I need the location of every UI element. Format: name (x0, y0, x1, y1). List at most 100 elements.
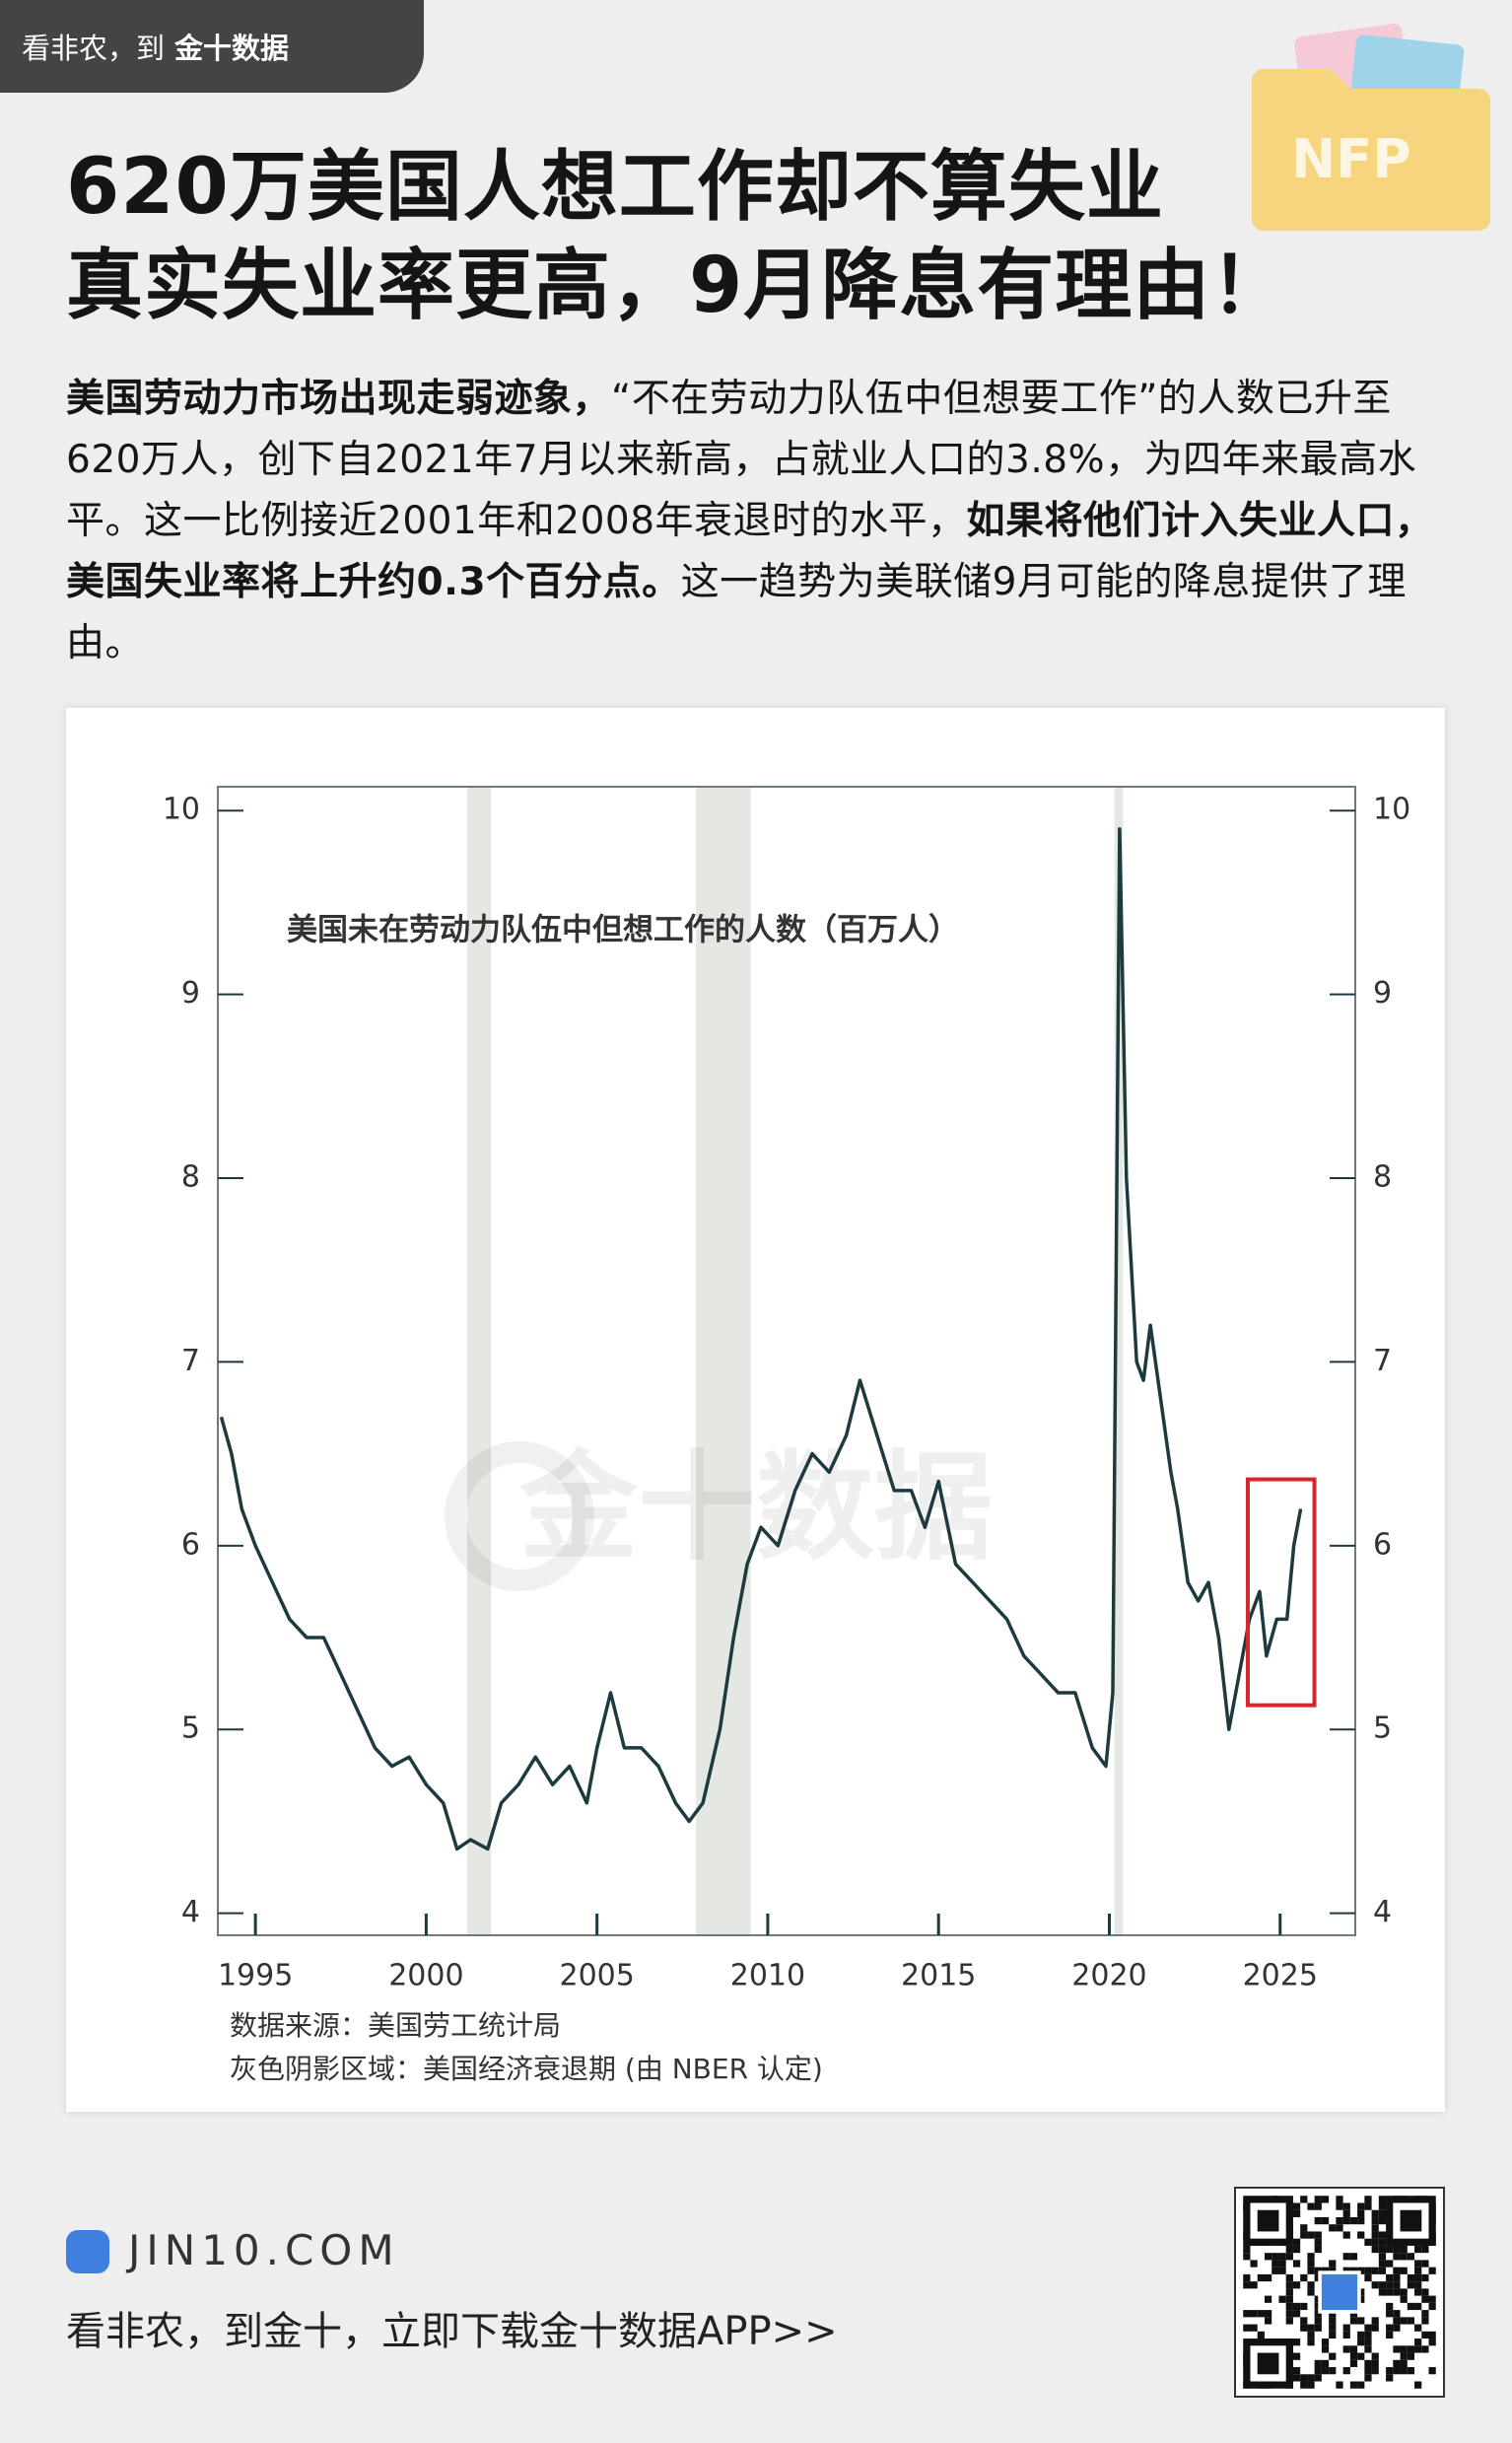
qr-cell (1386, 2331, 1394, 2339)
qr-cell (1285, 2310, 1293, 2318)
qr-cell (1278, 2267, 1286, 2274)
title: 620万美国人想工作却不算失业 真实失业率更高，9月降息有理由！ (66, 138, 1288, 335)
qr-cell (1292, 2367, 1301, 2375)
qr-cell (1414, 2245, 1422, 2254)
chart: 美国未在劳动力队伍中但想工作的人数（百万人） 数据来源：美国劳工统计局 灰色阴影… (163, 786, 1410, 2085)
qr-cell (1378, 2216, 1387, 2225)
qr-cell (1285, 2253, 1293, 2261)
qr-cell (1307, 2281, 1315, 2289)
qr-cell (1285, 2245, 1293, 2254)
qr-cell (1400, 2359, 1408, 2368)
qr-cell (1393, 2288, 1401, 2296)
qr-cell (1257, 2273, 1265, 2282)
folder-icon: NFP (1252, 23, 1490, 231)
qr-cell (1257, 2331, 1265, 2339)
qr-cell (1307, 2331, 1315, 2339)
qr-cell (1321, 2196, 1330, 2203)
qr-cell (1414, 2281, 1422, 2289)
qr-cell (1364, 2345, 1372, 2353)
qr-cell (1414, 2273, 1422, 2282)
qr-cell (1329, 2352, 1337, 2360)
source-note: 数据来源：美国劳工统计局 (230, 2009, 561, 2042)
chart-card: 美国未在劳动力队伍中但想工作的人数（百万人） 数据来源：美国劳工统计局 灰色阴影… (66, 708, 1445, 2112)
qr-cell (1371, 2209, 1379, 2217)
intro-text: 美国劳动力市场出现走弱迹象， (66, 377, 612, 421)
qr-cell (1329, 2331, 1337, 2339)
qr-cell (1364, 2359, 1372, 2368)
qr-cell (1342, 2367, 1350, 2375)
qr-cell (1371, 2267, 1379, 2274)
qr-cell (1336, 2202, 1343, 2210)
qr-cell (1300, 2374, 1308, 2382)
qr-cell (1257, 2209, 1279, 2232)
qr-cell (1357, 2381, 1365, 2389)
qr-cell (1378, 2288, 1387, 2296)
qr-cell (1285, 2281, 1293, 2289)
qr-cell (1378, 2245, 1387, 2254)
qr-cell (1307, 2381, 1315, 2389)
intro-text: 如果将他们计入失业人口，美国失业率将上升约0.3个百分点。 (66, 499, 1434, 604)
qr-cell (1400, 2352, 1408, 2360)
qr-cell (1321, 2367, 1330, 2375)
qr-cell (1414, 2345, 1422, 2353)
qr-cell (1407, 2302, 1415, 2311)
x-tick-label: 2000 (388, 1959, 463, 1993)
qr-cell (1314, 2231, 1322, 2239)
qr-cell (1428, 2367, 1436, 2375)
y-tick-label: 7 (181, 1344, 200, 1378)
qr-cell (1264, 2295, 1272, 2303)
qr-cell (1364, 2196, 1372, 2203)
qr-cell (1393, 2345, 1401, 2353)
qr-cell (1407, 2367, 1415, 2375)
qr-cell (1314, 2324, 1322, 2332)
qr-cell (1264, 2317, 1272, 2325)
qr-cell (1371, 2359, 1379, 2368)
x-tick-label: 2010 (730, 1959, 805, 1993)
qr-cell (1292, 2302, 1301, 2311)
qr-cell (1321, 2216, 1330, 2225)
qr-cell (1357, 2331, 1365, 2339)
qr-cell (1300, 2302, 1308, 2311)
qr-cell (1292, 2281, 1301, 2289)
y2-tick-label: 10 (1373, 793, 1410, 827)
recession-band (696, 787, 751, 1935)
qr-cell (1421, 2310, 1429, 2318)
qr-cell (1329, 2260, 1337, 2268)
qr-cell (1314, 2367, 1322, 2375)
qr-cell (1407, 2345, 1415, 2353)
qr-cell (1393, 2253, 1401, 2261)
qr-cell (1378, 2231, 1387, 2239)
recession-band (1114, 787, 1124, 1935)
qr-cell (1314, 2245, 1322, 2254)
qr-cell (1336, 2216, 1343, 2225)
x-tick-label: 2015 (901, 1959, 976, 1993)
qr-cell (1243, 2324, 1251, 2332)
qr-cell (1386, 2273, 1394, 2282)
qr-cell (1292, 2202, 1301, 2210)
qr-cell (1393, 2267, 1401, 2274)
qr-cell (1414, 2288, 1422, 2296)
x-tick-label: 2020 (1071, 1959, 1146, 1993)
watermark: 金十数据 (518, 1440, 993, 1577)
data-line (219, 827, 1303, 1851)
qr-cell (1307, 2202, 1315, 2210)
qr-cell (1321, 2359, 1330, 2368)
qr-cell (1307, 2288, 1315, 2296)
qr-cell (1371, 2367, 1379, 2375)
qr-cell (1364, 2338, 1372, 2346)
qr-cell (1371, 2238, 1379, 2246)
qr-cell (1371, 2317, 1379, 2325)
qr-cell (1342, 2231, 1350, 2239)
qr-cell (1386, 2367, 1394, 2375)
qr-cell (1364, 2273, 1372, 2282)
y-tick-label: 6 (181, 1527, 200, 1562)
qr-cell (1357, 2209, 1365, 2217)
qr-cell (1378, 2238, 1387, 2246)
qr-cell (1278, 2253, 1286, 2261)
qr-cell (1357, 2338, 1365, 2346)
qr-cell (1414, 2324, 1422, 2332)
y2-tick-label: 8 (1373, 1160, 1392, 1195)
qr-cell (1321, 2273, 1358, 2311)
qr-cell (1421, 2317, 1429, 2325)
qr-cell (1407, 2281, 1415, 2289)
